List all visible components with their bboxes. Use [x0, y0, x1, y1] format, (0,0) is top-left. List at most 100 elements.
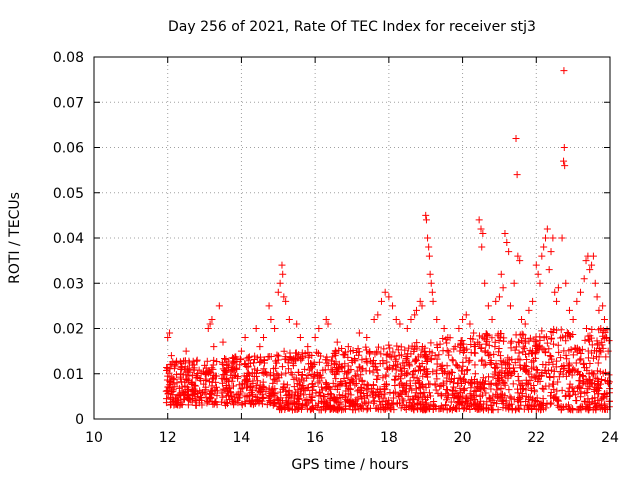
data-point: [588, 341, 596, 349]
data-point: [509, 380, 517, 388]
data-point: [524, 380, 532, 388]
data-point: [438, 392, 446, 400]
data-point: [541, 366, 549, 374]
data-point: [443, 339, 451, 347]
data-point: [550, 340, 558, 348]
data-point: [477, 397, 485, 405]
data-point: [250, 356, 258, 364]
data-point: [457, 388, 465, 396]
data-point: [344, 343, 352, 351]
data-point: [583, 403, 591, 411]
data-point: [280, 383, 288, 391]
data-point: [322, 315, 330, 323]
data-point: [369, 368, 377, 376]
data-point: [341, 348, 349, 356]
data-point: [431, 352, 439, 360]
data-point: [245, 397, 253, 405]
data-point: [413, 356, 421, 364]
data-point: [512, 405, 520, 413]
data-point: [282, 369, 290, 377]
data-point: [581, 398, 589, 406]
data-point: [510, 364, 518, 372]
data-point: [478, 333, 486, 341]
data-point: [379, 360, 387, 368]
data-point: [419, 372, 427, 380]
data-point: [217, 398, 225, 406]
data-point: [222, 368, 230, 376]
data-point: [275, 400, 283, 408]
data-point: [418, 302, 426, 310]
y-tick-label: 0.06: [53, 141, 84, 157]
data-point: [252, 384, 260, 392]
data-point: [378, 391, 386, 399]
data-point: [336, 381, 344, 389]
data-point: [197, 394, 205, 402]
data-point: [487, 385, 495, 393]
data-point: [202, 390, 210, 398]
data-point: [602, 353, 610, 361]
data-point: [364, 382, 372, 390]
data-point: [597, 348, 605, 356]
data-point: [188, 371, 196, 379]
data-point: [408, 371, 416, 379]
data-point: [363, 358, 371, 366]
data-point: [404, 392, 412, 400]
data-point: [402, 352, 410, 360]
data-point: [368, 390, 376, 398]
data-point: [427, 279, 435, 287]
data-point: [439, 379, 447, 387]
data-point: [355, 351, 363, 359]
y-tick-label: 0.03: [53, 276, 84, 292]
data-point: [235, 381, 243, 389]
data-point: [518, 390, 526, 398]
data-point: [208, 315, 216, 323]
data-point: [540, 243, 548, 251]
data-point: [316, 388, 324, 396]
data-point: [597, 395, 605, 403]
data-point: [169, 386, 177, 394]
data-point: [363, 334, 371, 342]
data-point: [478, 344, 486, 352]
data-point: [407, 315, 415, 323]
data-point: [551, 288, 559, 296]
data-point: [450, 374, 458, 382]
data-point: [459, 398, 467, 406]
data-point: [374, 343, 382, 351]
data-point: [526, 334, 534, 342]
data-point: [421, 352, 429, 360]
data-point: [471, 349, 479, 357]
data-point: [394, 391, 402, 399]
data-point: [476, 405, 484, 413]
data-point: [295, 368, 303, 376]
data-point: [167, 400, 175, 408]
data-point: [400, 365, 408, 373]
data-point: [442, 335, 450, 343]
data-point: [185, 359, 193, 367]
data-point: [395, 381, 403, 389]
data-point: [419, 393, 427, 401]
data-point: [600, 405, 608, 413]
data-point: [201, 361, 209, 369]
data-point: [583, 325, 591, 333]
data-point: [350, 402, 358, 410]
data-point: [347, 375, 355, 383]
data-point: [534, 343, 542, 351]
data-point: [311, 334, 319, 342]
data-point: [220, 375, 228, 383]
data-point: [427, 356, 435, 364]
data-point: [401, 346, 409, 354]
data-point: [369, 381, 377, 389]
data-point: [280, 383, 288, 391]
data-point: [418, 342, 426, 350]
data-point: [577, 388, 585, 396]
data-point: [588, 326, 596, 334]
data-point: [340, 351, 348, 359]
data-point: [355, 348, 363, 356]
data-point: [513, 171, 521, 179]
data-point: [308, 360, 316, 368]
data-point: [365, 350, 373, 358]
data-point: [586, 332, 594, 340]
data-point: [361, 394, 369, 402]
data-point: [318, 398, 326, 406]
x-tick-labels: 10 12 14 16 18 20 22 24: [85, 430, 619, 446]
